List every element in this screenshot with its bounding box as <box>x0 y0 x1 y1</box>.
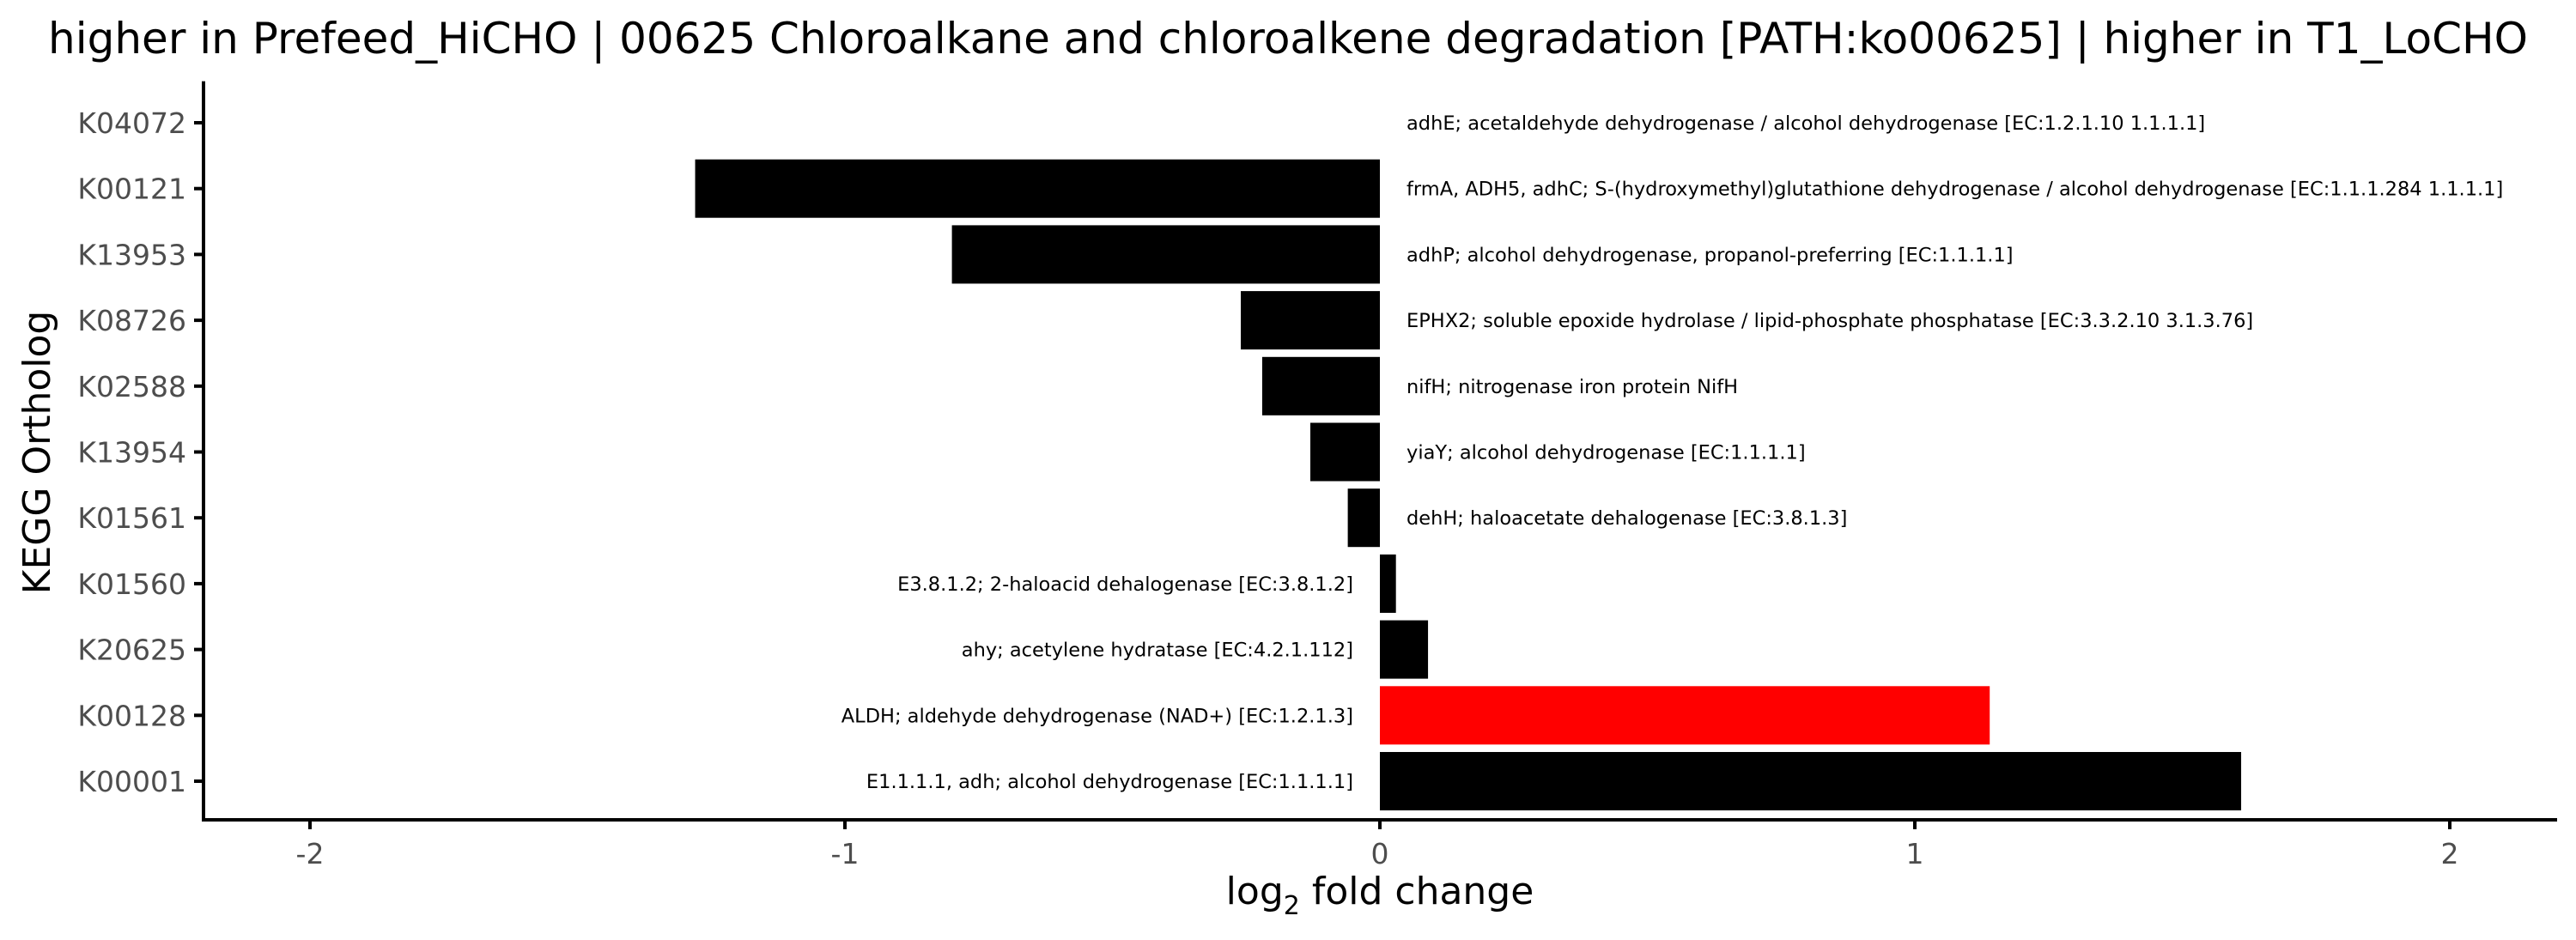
x-tick-label-2: 2 <box>2441 837 2459 870</box>
y-tick-label-k00001: K00001 <box>77 765 186 798</box>
bar-k01560 <box>1380 554 1396 613</box>
bar-k13953 <box>951 225 1380 284</box>
bar-annotation-k00128: ALDH; aldehyde dehydrogenase (NAD+) [EC:… <box>841 705 1353 727</box>
bar-annotation-k04072: adhE; acetaldehyde dehydrogenase / alcoh… <box>1406 112 2205 135</box>
bar-k02588 <box>1261 356 1380 415</box>
bar-annotation-k01560: E3.8.1.2; 2-haloacid dehalogenase [EC:3.… <box>897 573 1353 596</box>
bar-k00128 <box>1380 686 1990 745</box>
chart-title: higher in Prefeed_HiCHO | 00625 Chloroal… <box>48 14 2528 64</box>
x-axis: -2 -1 0 1 2 <box>202 818 2557 870</box>
bar-annotation-k13953: adhP; alcohol dehydrogenase, propanol-pr… <box>1406 244 2014 266</box>
annotations-group: adhE; acetaldehyde dehydrogenase / alcoh… <box>841 112 2504 793</box>
y-axis-title: KEGG Ortholog <box>15 311 59 595</box>
x-axis-title-subscript: 2 <box>1284 891 1300 921</box>
bar-k00001 <box>1380 752 2242 810</box>
bar-k00121 <box>695 159 1380 218</box>
x-tick-label-0: 0 <box>1371 837 1389 870</box>
bar-annotation-k02588: nifH; nitrogenase iron protein NifH <box>1406 376 1738 398</box>
y-tick-label-k04072: K04072 <box>77 106 186 140</box>
y-tick-label-k00121: K00121 <box>77 173 186 206</box>
bar-k08726 <box>1241 291 1380 350</box>
bar-k01561 <box>1347 488 1380 548</box>
bar-annotation-k01561: dehH; haloacetate dehalogenase [EC:3.8.1… <box>1406 507 1847 530</box>
x-axis-title: log2 fold change <box>1226 870 1534 921</box>
y-tick-label-k13953: K13953 <box>77 238 186 271</box>
x-tick-label-1: 1 <box>1906 837 1924 870</box>
bar-annotation-k20625: ahy; acetylene hydratase [EC:4.2.1.112] <box>962 640 1353 662</box>
x-axis-title-log: log <box>1226 870 1284 913</box>
y-tick-label-k00128: K00128 <box>77 699 186 732</box>
bar-annotation-k08726: EPHX2; soluble epoxide hydrolase / lipid… <box>1406 310 2253 332</box>
y-tick-label-k01561: K01561 <box>77 501 186 535</box>
bars-group <box>695 159 2242 810</box>
bar-k13954 <box>1310 422 1380 482</box>
x-tick-label--1: -1 <box>831 837 860 870</box>
bar-k20625 <box>1380 620 1429 679</box>
y-tick-label-k02588: K02588 <box>77 370 186 403</box>
y-tick-label-k13954: K13954 <box>77 436 186 470</box>
y-tick-label-k08726: K08726 <box>77 304 186 337</box>
y-axis: K04072 K00121 K13953 K08726 K02588 K13954 K015… <box>77 81 205 822</box>
y-tick-label-k01560: K01560 <box>77 567 186 601</box>
bar-annotation-k13954: yiaY; alcohol dehydrogenase [EC:1.1.1.1] <box>1406 442 1806 464</box>
x-axis-title-rest: fold change <box>1300 870 1534 913</box>
x-tick-label--2: -2 <box>296 837 325 870</box>
y-tick-label-k20625: K20625 <box>77 634 186 667</box>
bar-annotation-k00121: frmA, ADH5, adhC; S-(hydroxymethyl)gluta… <box>1406 179 2503 201</box>
bar-annotation-k00001: E1.1.1.1, adh; alcohol dehydrogenase [EC… <box>866 771 1353 793</box>
